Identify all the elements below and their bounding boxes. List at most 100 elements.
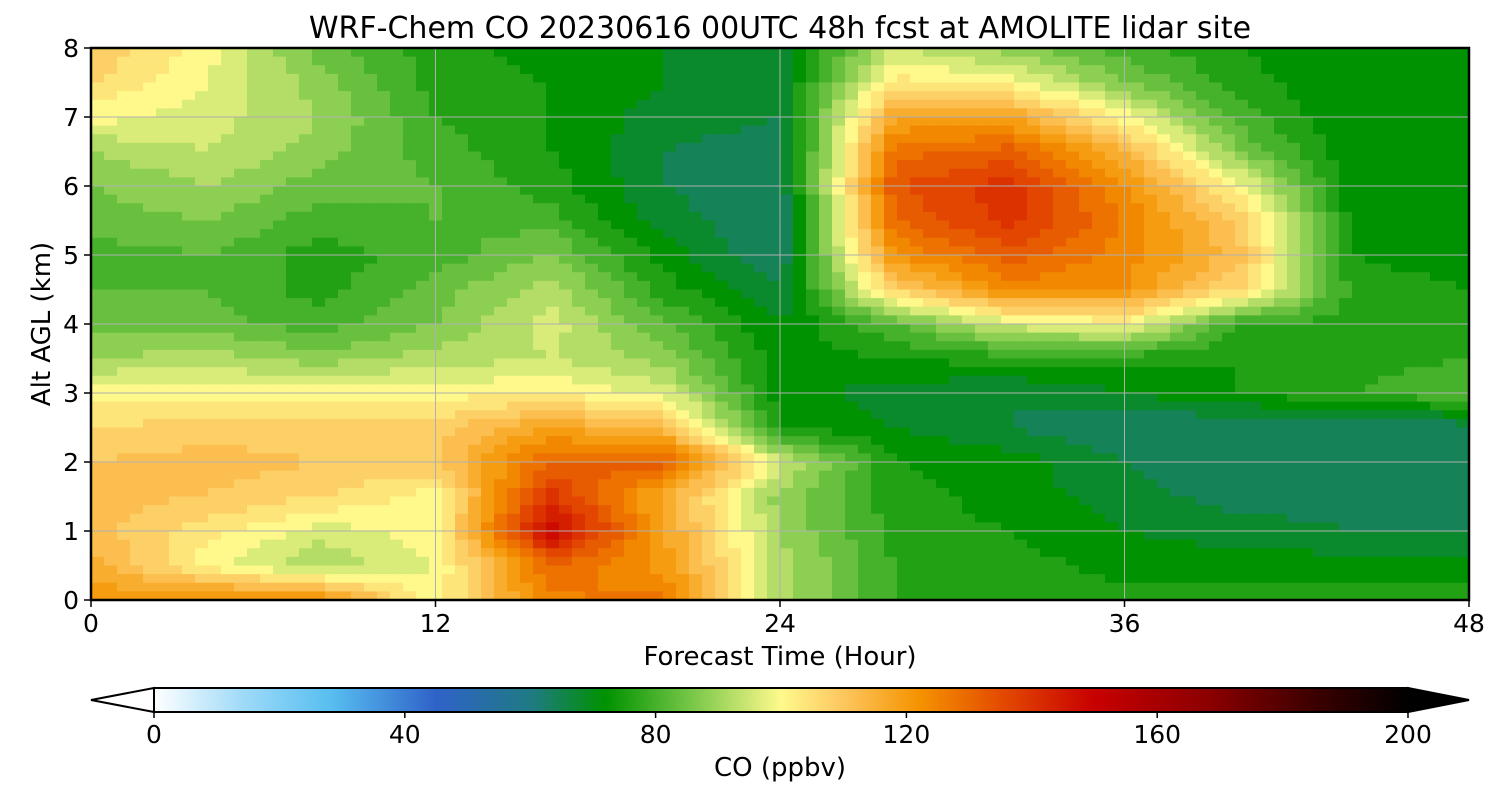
field-cell <box>1300 229 1314 238</box>
field-cell <box>624 203 638 212</box>
field-cell <box>1183 100 1197 109</box>
field-cell <box>806 134 820 143</box>
field-cell <box>1131 221 1145 230</box>
field-cell <box>325 324 339 333</box>
field-cell <box>1326 324 1340 333</box>
field-cell <box>572 48 586 57</box>
field-cell <box>182 57 196 66</box>
field-cell <box>104 419 118 428</box>
field-cell <box>546 298 560 307</box>
field-cell <box>195 246 209 255</box>
field-cell <box>247 152 261 161</box>
field-cell <box>988 315 1002 324</box>
field-cell <box>897 195 911 204</box>
field-cell <box>1313 359 1327 368</box>
field-cell <box>1209 186 1223 195</box>
field-cell <box>1404 350 1418 359</box>
field-cell <box>104 143 118 152</box>
field-cell <box>1391 315 1405 324</box>
field-cell <box>741 108 755 117</box>
field-cell <box>416 195 430 204</box>
field-cell <box>1417 333 1431 342</box>
field-cell <box>195 212 209 221</box>
field-cell <box>1365 341 1379 350</box>
field-cell <box>559 264 573 273</box>
field-cell <box>1248 315 1262 324</box>
field-cell <box>247 384 261 393</box>
field-cell <box>1456 410 1470 419</box>
field-cell <box>1456 333 1470 342</box>
field-cell <box>195 367 209 376</box>
field-cell <box>312 238 326 247</box>
field-cell <box>923 57 937 66</box>
field-cell <box>351 65 365 74</box>
field-cell <box>325 298 339 307</box>
field-cell <box>741 169 755 178</box>
field-cell <box>572 186 586 195</box>
field-cell <box>468 57 482 66</box>
field-cell <box>988 169 1002 178</box>
field-cell <box>1404 246 1418 255</box>
field-cell <box>1339 195 1353 204</box>
field-cell <box>832 367 846 376</box>
field-cell <box>1222 333 1236 342</box>
field-cell <box>585 229 599 238</box>
field-cell <box>598 195 612 204</box>
field-cell <box>442 333 456 342</box>
field-cell <box>702 341 716 350</box>
field-cell <box>351 428 365 437</box>
field-cell <box>416 436 430 445</box>
field-cell <box>923 402 937 411</box>
field-cell <box>1456 91 1470 100</box>
field-cell <box>1352 428 1366 437</box>
field-cell <box>481 169 495 178</box>
field-cell <box>1222 177 1236 186</box>
field-cell <box>663 255 677 264</box>
field-cell <box>325 117 339 126</box>
field-cell <box>884 315 898 324</box>
field-cell <box>1300 91 1314 100</box>
field-cell <box>936 169 950 178</box>
field-cell <box>1053 238 1067 247</box>
field-cell <box>260 195 274 204</box>
field-cell <box>247 143 261 152</box>
field-cell <box>1456 117 1470 126</box>
field-cell <box>910 74 924 83</box>
field-cell <box>1378 143 1392 152</box>
field-cell <box>91 177 105 186</box>
field-cell <box>507 186 521 195</box>
field-cell <box>1131 281 1145 290</box>
field-cell <box>897 315 911 324</box>
field-cell <box>1053 212 1067 221</box>
field-cell <box>364 341 378 350</box>
field-cell <box>182 410 196 419</box>
field-cell <box>988 143 1002 152</box>
field-cell <box>572 195 586 204</box>
field-cell <box>117 221 131 230</box>
field-cell <box>1157 212 1171 221</box>
field-cell <box>663 177 677 186</box>
field-cell <box>689 341 703 350</box>
field-cell <box>676 160 690 169</box>
field-cell <box>962 57 976 66</box>
field-cell <box>1079 393 1093 402</box>
field-cell <box>1027 298 1041 307</box>
field-cell <box>637 134 651 143</box>
field-cell <box>546 307 560 316</box>
field-cell <box>312 74 326 83</box>
field-cell <box>1157 177 1171 186</box>
field-cell <box>221 212 235 221</box>
field-cell <box>689 229 703 238</box>
field-cell <box>1287 324 1301 333</box>
field-cell <box>1443 117 1457 126</box>
field-cell <box>455 290 469 299</box>
field-cell <box>234 402 248 411</box>
field-cell <box>546 410 560 419</box>
field-cell <box>143 126 157 135</box>
field-cell <box>1092 238 1106 247</box>
field-cell <box>1079 229 1093 238</box>
field-cell <box>845 324 859 333</box>
field-cell <box>468 203 482 212</box>
field-cell <box>741 402 755 411</box>
field-cell <box>377 315 391 324</box>
